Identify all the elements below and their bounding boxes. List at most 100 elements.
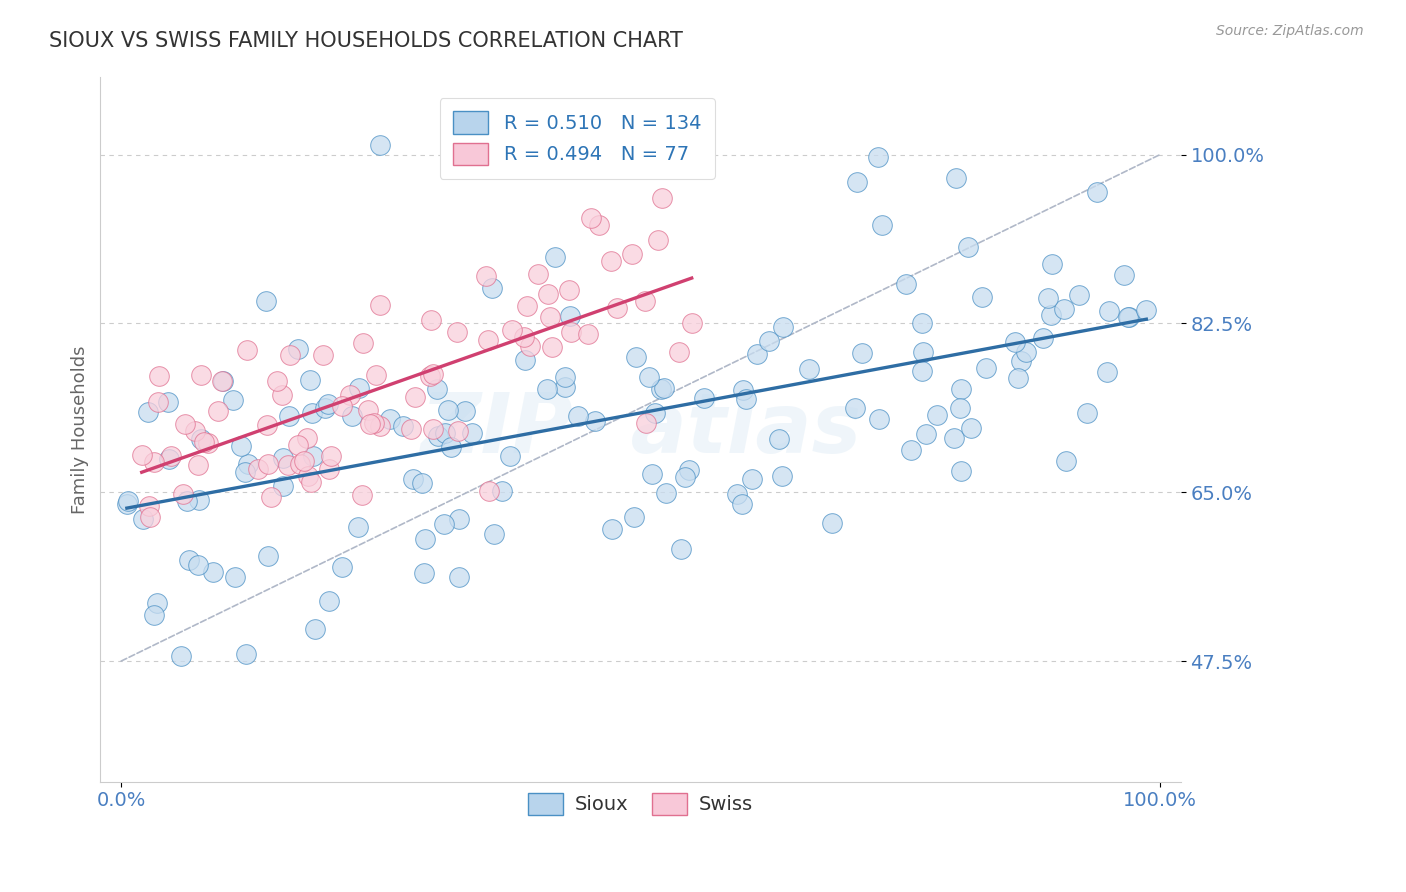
Point xyxy=(339,388,361,402)
Point xyxy=(915,426,938,441)
Point xyxy=(644,406,666,420)
Point xyxy=(1135,303,1157,318)
Point xyxy=(725,487,748,501)
Point xyxy=(693,391,716,405)
Point xyxy=(1098,304,1121,318)
Point xyxy=(190,368,212,382)
Point xyxy=(368,297,391,311)
Point xyxy=(352,488,374,502)
Point xyxy=(499,449,522,463)
Point xyxy=(256,549,278,563)
Point xyxy=(1118,310,1140,325)
Point xyxy=(513,353,536,368)
Point xyxy=(368,419,391,434)
Point xyxy=(600,254,623,268)
Point xyxy=(641,467,664,481)
Point xyxy=(673,469,696,483)
Point xyxy=(266,374,288,388)
Point xyxy=(960,421,983,435)
Point xyxy=(247,462,270,476)
Point xyxy=(202,565,225,579)
Point xyxy=(440,440,463,454)
Text: Source: ZipAtlas.com: Source: ZipAtlas.com xyxy=(1216,24,1364,38)
Point xyxy=(678,463,700,477)
Point xyxy=(1040,257,1063,271)
Point xyxy=(544,251,567,265)
Point xyxy=(157,452,180,467)
Point xyxy=(174,417,197,431)
Point xyxy=(560,325,582,339)
Point xyxy=(481,281,503,295)
Point xyxy=(900,443,922,458)
Point xyxy=(146,596,169,610)
Point xyxy=(868,412,890,426)
Point xyxy=(314,401,336,415)
Point xyxy=(297,468,319,483)
Point xyxy=(131,448,153,462)
Point xyxy=(1076,406,1098,420)
Point xyxy=(446,325,468,339)
Point xyxy=(894,277,917,291)
Point xyxy=(347,520,370,534)
Point xyxy=(606,301,628,315)
Point xyxy=(172,487,194,501)
Point xyxy=(537,287,560,301)
Point xyxy=(412,566,434,580)
Point xyxy=(364,368,387,382)
Point xyxy=(581,211,603,225)
Point xyxy=(1007,371,1029,385)
Point xyxy=(157,395,180,409)
Point xyxy=(357,402,380,417)
Point xyxy=(312,348,335,362)
Point xyxy=(970,290,993,304)
Point xyxy=(257,457,280,471)
Point xyxy=(224,570,246,584)
Point xyxy=(513,330,536,344)
Point xyxy=(1114,268,1136,282)
Point xyxy=(1054,454,1077,468)
Point xyxy=(419,369,441,384)
Point xyxy=(447,424,470,438)
Point xyxy=(482,527,505,541)
Point xyxy=(634,294,657,309)
Point xyxy=(945,170,967,185)
Point xyxy=(433,425,456,440)
Point xyxy=(538,310,561,325)
Point xyxy=(1067,288,1090,302)
Point xyxy=(319,449,342,463)
Point xyxy=(491,483,513,498)
Point xyxy=(1095,365,1118,379)
Point xyxy=(557,283,579,297)
Point xyxy=(671,541,693,556)
Point xyxy=(378,412,401,426)
Point xyxy=(270,388,292,402)
Point xyxy=(138,499,160,513)
Point xyxy=(576,326,599,341)
Point xyxy=(536,382,558,396)
Point xyxy=(912,345,935,359)
Point xyxy=(681,316,703,330)
Point xyxy=(624,351,647,365)
Point xyxy=(655,485,678,500)
Point xyxy=(949,464,972,478)
Point xyxy=(731,497,754,511)
Point xyxy=(1118,310,1140,324)
Text: ZIP  atlas: ZIP atlas xyxy=(420,389,860,470)
Point xyxy=(352,335,374,350)
Point xyxy=(422,422,444,436)
Point xyxy=(949,401,972,416)
Point xyxy=(527,267,550,281)
Point xyxy=(540,340,562,354)
Point xyxy=(368,138,391,153)
Point xyxy=(851,346,873,360)
Point xyxy=(301,406,323,420)
Point xyxy=(402,472,425,486)
Point xyxy=(318,462,340,476)
Point xyxy=(454,404,477,418)
Point xyxy=(160,449,183,463)
Point xyxy=(277,409,299,423)
Point xyxy=(187,492,209,507)
Point xyxy=(340,409,363,423)
Point xyxy=(1085,185,1108,199)
Point xyxy=(554,370,576,384)
